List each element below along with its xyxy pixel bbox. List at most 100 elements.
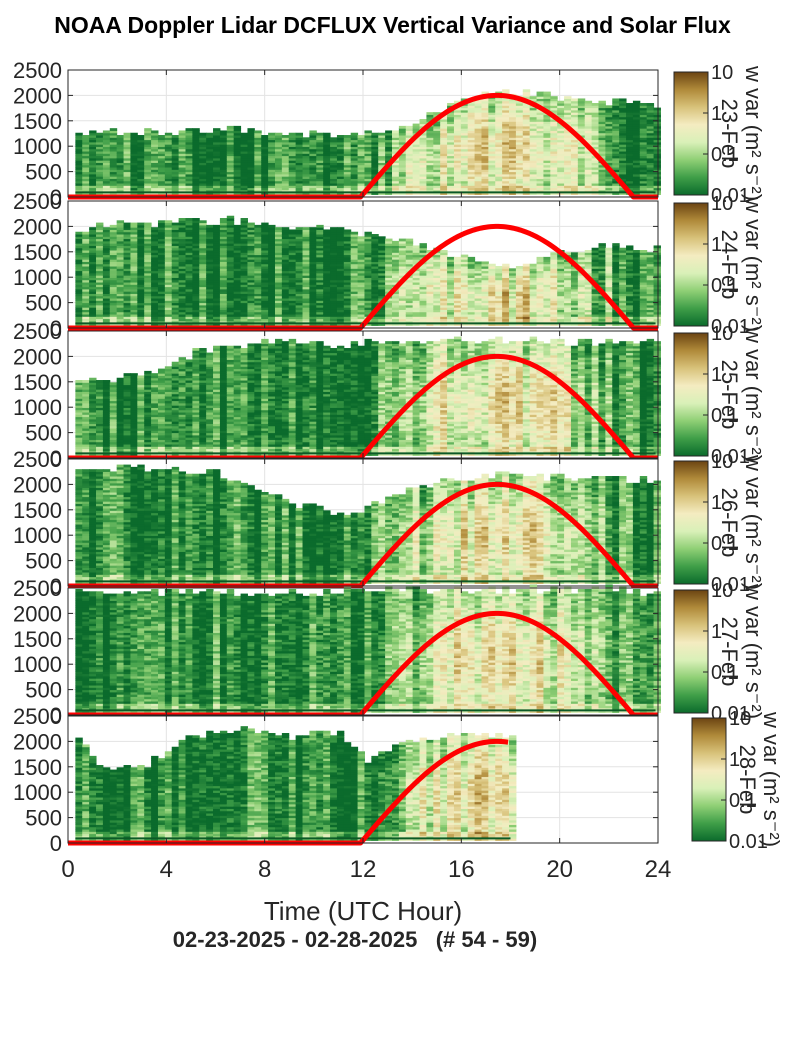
heatmap-cell xyxy=(96,135,104,138)
heatmap-cell xyxy=(123,192,131,195)
heatmap-cell xyxy=(309,132,317,136)
heatmap-cell xyxy=(405,125,414,129)
heatmap-cell xyxy=(151,189,159,193)
heatmap-cell xyxy=(157,146,166,150)
heatmap-cell xyxy=(240,146,248,150)
heatmap-cell xyxy=(254,192,262,195)
heatmap-cell xyxy=(157,183,166,186)
heatmap-cell xyxy=(261,144,269,147)
heatmap-cell xyxy=(247,167,255,170)
heatmap-cell xyxy=(164,180,173,184)
heatmap-cell xyxy=(330,151,338,154)
heatmap-cell xyxy=(330,183,338,186)
heatmap-cell xyxy=(199,157,207,161)
heatmap-cell xyxy=(281,153,290,157)
heatmap-cell xyxy=(75,185,83,189)
heatmap-cell xyxy=(144,171,152,175)
heatmap-cell xyxy=(213,169,221,173)
heatmap-cell xyxy=(288,187,297,191)
heatmap-cell xyxy=(302,144,310,147)
heatmap-cell xyxy=(330,139,338,143)
heatmap-cell xyxy=(164,167,173,170)
heatmap-cell xyxy=(247,162,255,166)
heatmap-cell xyxy=(75,141,83,145)
heatmap-cell xyxy=(137,160,145,163)
heatmap-cell xyxy=(185,171,193,175)
heatmap-cell xyxy=(192,178,200,182)
heatmap-cell xyxy=(219,218,228,221)
heatmap-cell xyxy=(357,236,365,240)
heatmap-cell xyxy=(226,185,235,189)
heatmap-cell xyxy=(206,151,214,154)
heatmap-cell xyxy=(281,185,290,189)
heatmap-cell xyxy=(281,173,290,177)
heatmap-cell xyxy=(199,220,207,224)
heatmap-cell xyxy=(281,148,290,152)
heatmap-cell xyxy=(151,139,159,143)
heatmap-cell xyxy=(192,135,200,138)
heatmap-cell xyxy=(89,185,97,189)
heatmap-cell xyxy=(199,176,207,179)
heatmap-cell xyxy=(247,180,255,184)
heatmap-cell xyxy=(226,173,235,177)
heatmap-cell xyxy=(295,227,304,230)
heatmap-cell xyxy=(123,146,131,150)
heatmap-cell xyxy=(206,139,214,143)
heatmap-cell xyxy=(219,189,228,193)
heatmap-cell xyxy=(323,146,331,150)
heatmap-cell xyxy=(281,151,290,154)
heatmap-cell xyxy=(206,132,214,136)
heatmap-cell xyxy=(102,155,111,159)
heatmap-cell xyxy=(330,169,338,173)
heatmap-cell xyxy=(157,173,166,177)
heatmap-cell xyxy=(102,148,111,152)
heatmap-cell xyxy=(109,132,118,136)
heatmap-cell xyxy=(309,130,317,134)
heatmap-cell xyxy=(364,231,372,235)
heatmap-cell xyxy=(130,164,138,168)
heatmap-cell xyxy=(82,183,90,186)
heatmap-cell xyxy=(96,185,104,189)
heatmap-cell xyxy=(151,155,159,159)
heatmap-cell xyxy=(247,173,255,177)
heatmap-cell xyxy=(137,222,145,226)
heatmap-cell xyxy=(330,167,338,170)
heatmap-cell xyxy=(247,128,255,131)
heatmap-cell xyxy=(302,173,310,177)
heatmap-cell xyxy=(185,167,193,170)
heatmap-cell xyxy=(185,141,193,145)
heatmap-cell xyxy=(144,153,152,157)
heatmap-cell xyxy=(102,144,111,147)
heatmap-cell xyxy=(137,141,145,145)
heatmap-cell xyxy=(178,141,187,145)
heatmap-cell xyxy=(323,162,331,166)
heatmap-cell xyxy=(171,139,180,143)
heatmap-cell xyxy=(144,183,152,186)
heatmap-cell xyxy=(261,185,269,189)
heatmap-cell xyxy=(268,173,276,177)
heatmap-cell xyxy=(591,103,600,106)
heatmap-cell xyxy=(157,160,166,163)
heatmap-cell xyxy=(240,178,248,182)
heatmap-cell xyxy=(164,187,173,191)
heatmap-cell xyxy=(151,148,159,152)
heatmap-cell xyxy=(116,171,125,175)
heatmap-cell xyxy=(151,164,159,168)
heatmap-cell xyxy=(247,146,255,150)
heatmap-cell xyxy=(247,183,255,186)
heatmap-cell xyxy=(185,189,193,193)
heatmap-cell xyxy=(323,155,331,159)
heatmap-cell xyxy=(598,100,606,104)
heatmap-cell xyxy=(240,187,248,191)
heatmap-cell xyxy=(330,162,338,166)
heatmap-cell xyxy=(302,185,310,189)
heatmap-cell xyxy=(75,132,83,136)
heatmap-cell xyxy=(151,160,159,163)
heatmap-cell xyxy=(164,146,173,150)
heatmap-cell xyxy=(102,189,111,193)
heatmap-cell xyxy=(185,178,193,182)
heatmap-cell xyxy=(89,139,97,143)
heatmap-cell xyxy=(219,148,228,152)
heatmap-cell xyxy=(268,148,276,152)
heatmap-cell xyxy=(247,192,255,195)
